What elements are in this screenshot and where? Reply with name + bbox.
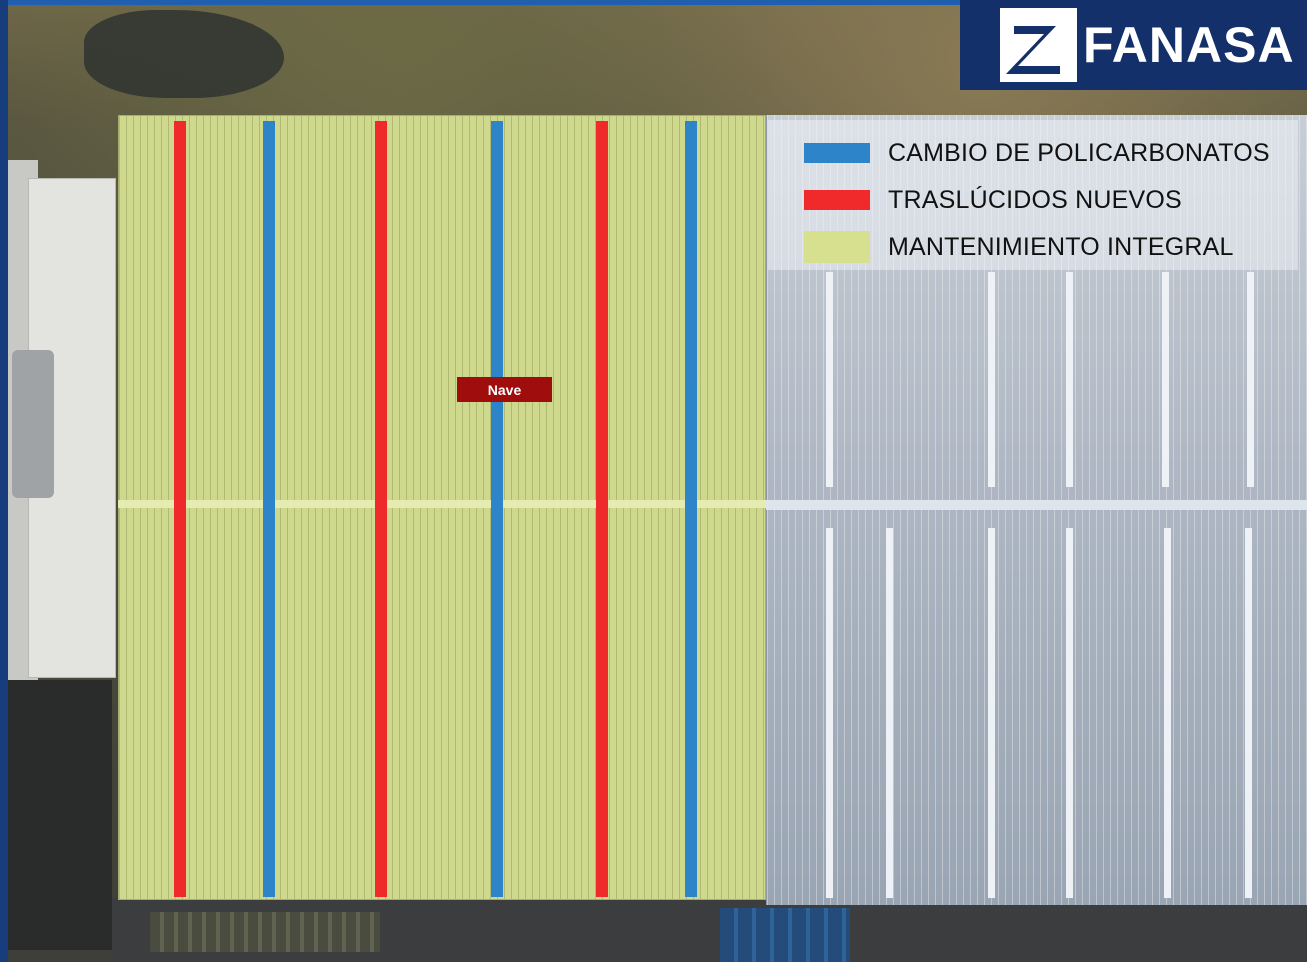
legend: CAMBIO DE POLICARBONATOS TRASLÚCIDOS NUE… xyxy=(768,120,1298,270)
blue-crates xyxy=(720,908,850,962)
skylight xyxy=(826,272,833,487)
legend-item-policarbonatos: CAMBIO DE POLICARBONATOS xyxy=(804,135,1270,171)
left-accent-bar xyxy=(0,0,8,962)
fanasa-logo: FANASA xyxy=(960,0,1307,90)
pond-area xyxy=(84,10,284,98)
legend-item-traslucidos: TRASLÚCIDOS NUEVOS xyxy=(804,182,1182,218)
storage-crates xyxy=(150,912,380,952)
skylight xyxy=(1066,272,1073,487)
nave-label: Nave xyxy=(457,377,552,402)
fanasa-logo-icon xyxy=(1000,8,1077,82)
vent-unit xyxy=(12,350,54,498)
legend-label: MANTENIMIENTO INTEGRAL xyxy=(888,232,1234,261)
legend-label: CAMBIO DE POLICARBONATOS xyxy=(888,138,1270,167)
roof-ridge-left xyxy=(118,500,766,508)
logo-text: FANASA xyxy=(1083,17,1295,73)
skylight xyxy=(826,528,833,898)
top-accent-bar xyxy=(0,0,1307,5)
stripe-cambio-policarbonatos xyxy=(685,121,697,897)
stripe-traslucidos-nuevos xyxy=(174,121,186,897)
skylight xyxy=(1245,528,1252,898)
skylight xyxy=(886,528,893,898)
skylight xyxy=(1066,528,1073,898)
skylight xyxy=(988,272,995,487)
legend-label: TRASLÚCIDOS NUEVOS xyxy=(888,185,1182,214)
skylight xyxy=(1162,272,1169,487)
legend-swatch-red xyxy=(804,190,870,210)
skylight xyxy=(1247,272,1254,487)
stripe-cambio-policarbonatos xyxy=(491,121,503,897)
dark-pavement xyxy=(8,680,112,950)
skylight xyxy=(1164,528,1171,898)
stripe-traslucidos-nuevos xyxy=(375,121,387,897)
legend-item-mantenimiento: MANTENIMIENTO INTEGRAL xyxy=(804,229,1234,265)
roof-ridge-right xyxy=(766,500,1307,510)
skylight xyxy=(988,528,995,898)
stripe-traslucidos-nuevos xyxy=(596,121,608,897)
legend-swatch-yellow xyxy=(804,231,870,263)
legend-swatch-blue xyxy=(804,143,870,163)
stripe-cambio-policarbonatos xyxy=(263,121,275,897)
